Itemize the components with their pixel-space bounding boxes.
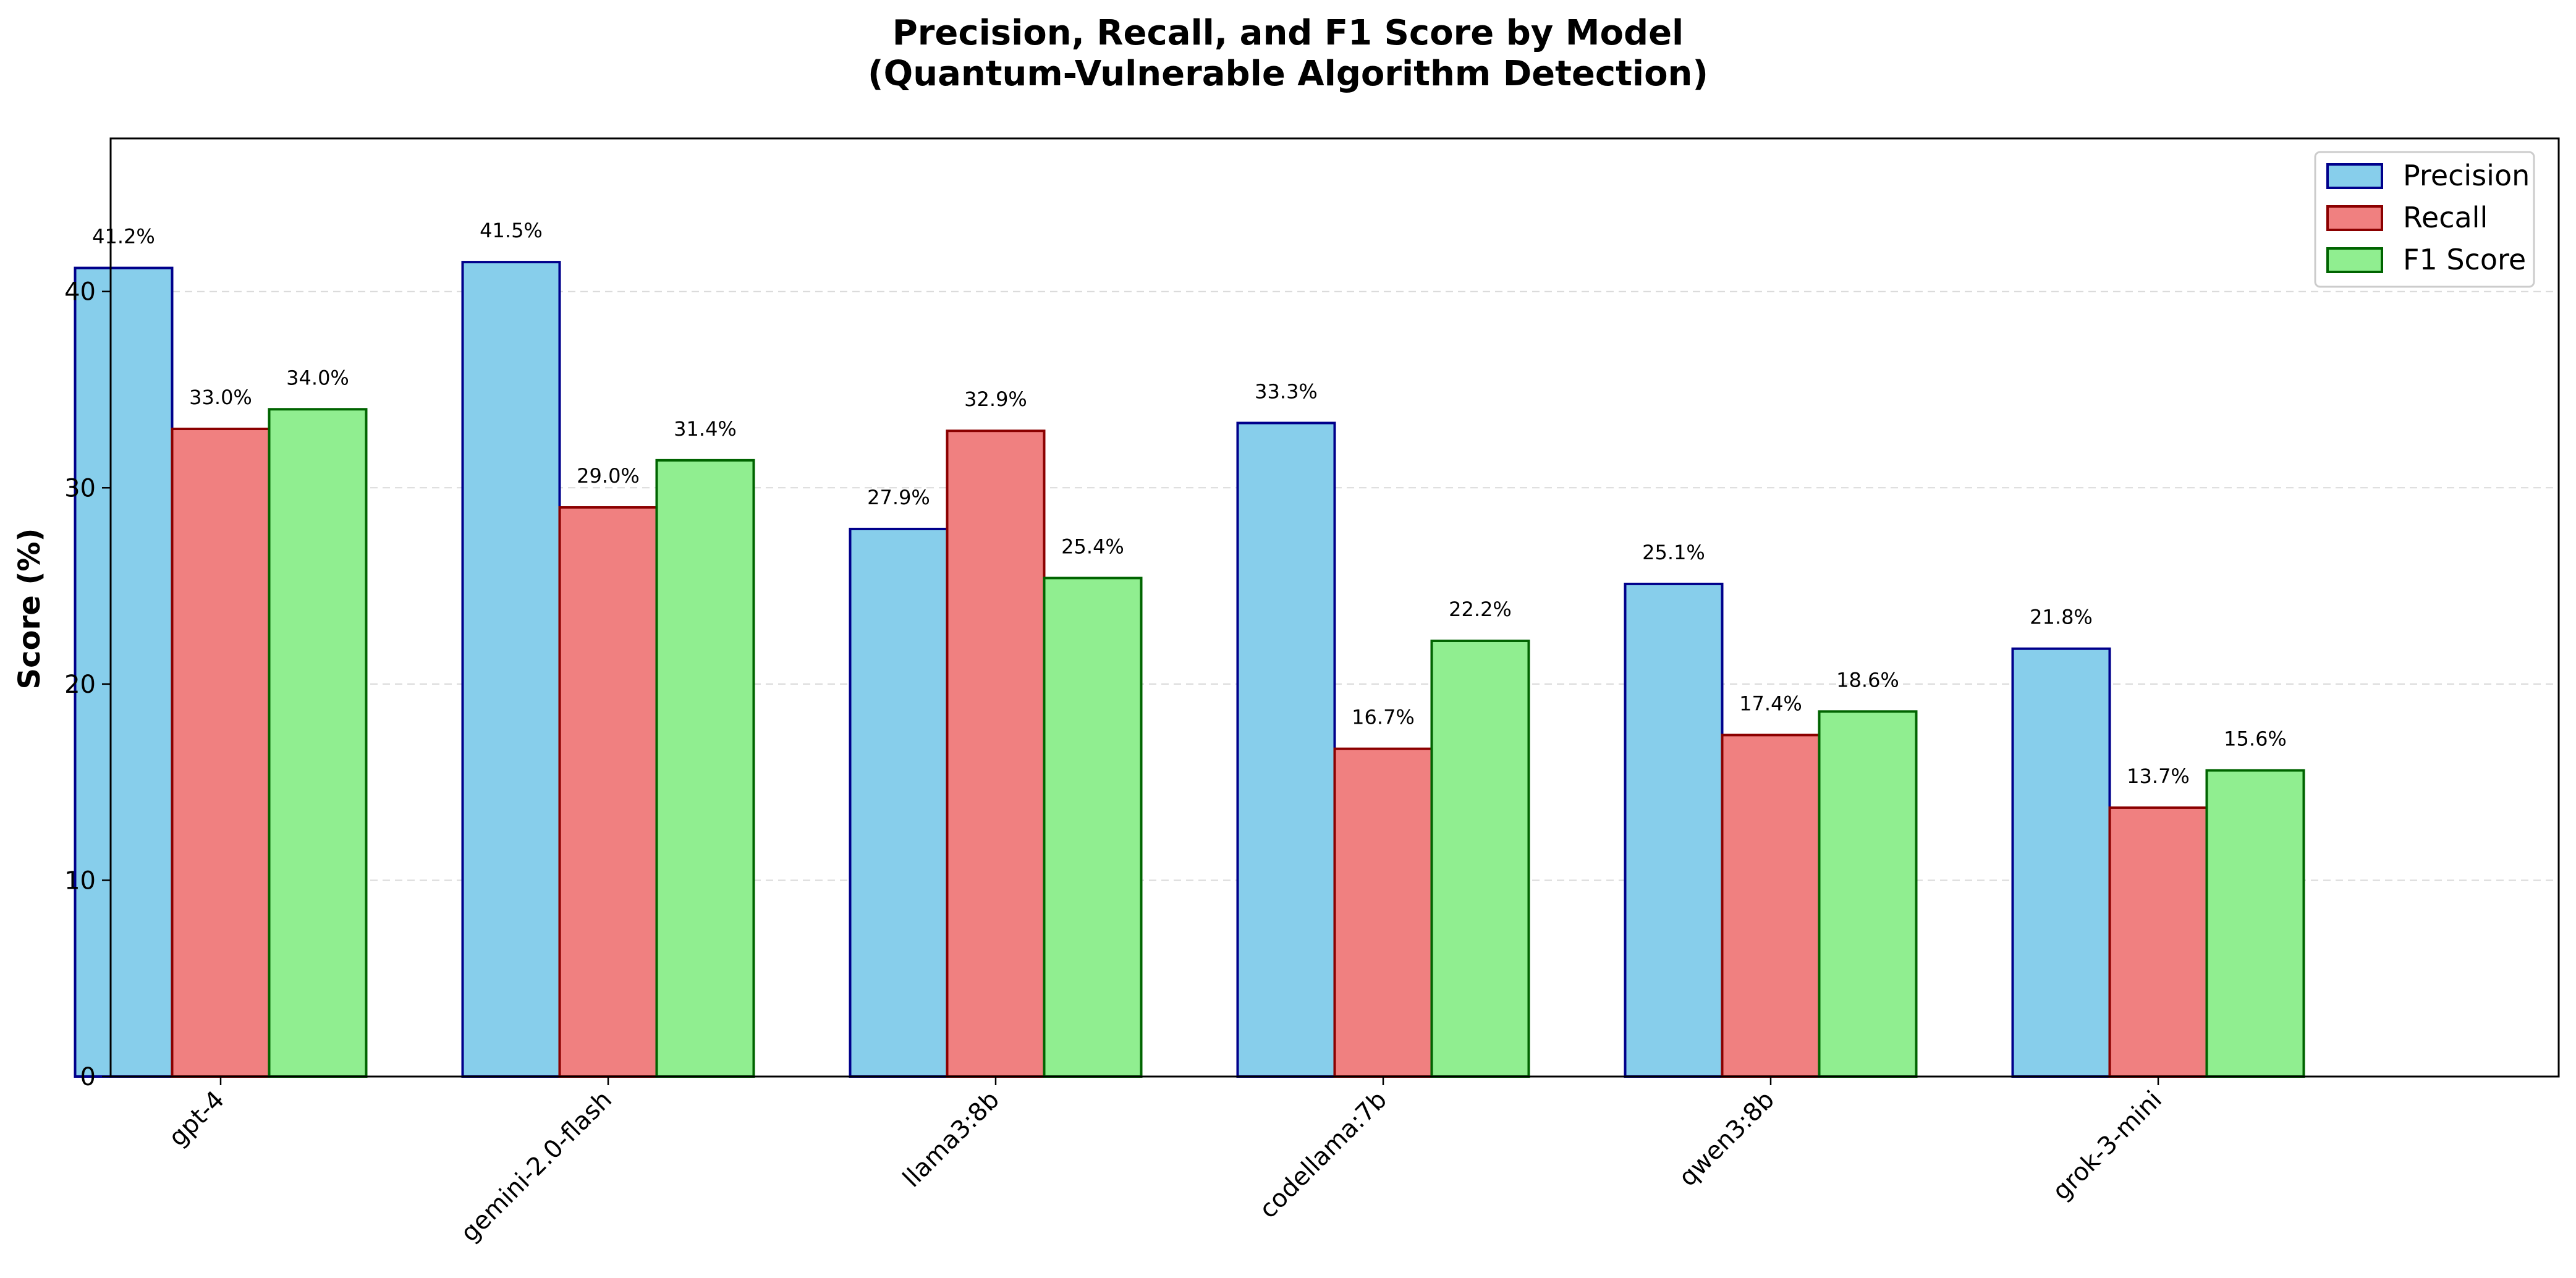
bar-recall-codellama-7b [1333, 747, 1433, 1078]
bar-f1-score-gemini-2-0-flash [655, 459, 755, 1078]
data-label-recall-codellama-7b: 16.7% [1352, 706, 1415, 729]
chart-title: Precision, Recall, and F1 Score by Model [892, 13, 1684, 53]
data-label-precision-codellama-7b: 33.3% [1255, 379, 1318, 403]
bar-precision-gemini-2-0-flash [461, 261, 561, 1078]
data-label-precision-gemini-2-0-flash: 41.5% [480, 219, 543, 242]
legend-swatch-precision [2326, 163, 2383, 189]
y-tick-label: 0 [80, 1063, 96, 1091]
bar-f1-score-codellama-7b [1430, 639, 1530, 1078]
data-label-precision-qwen3-8b: 25.1% [1642, 541, 1705, 564]
bar-recall-qwen3-8b [1721, 734, 1821, 1078]
data-label-f1-score-grok-3-mini: 15.6% [2224, 727, 2287, 751]
bar-precision-codellama-7b [1236, 421, 1336, 1078]
chart-subtitle: (Quantum-Vulnerable Algorithm Detection) [868, 54, 1708, 94]
legend-label-f1-score: F1 Score [2403, 243, 2526, 276]
legend: Precision Recall F1 Score [2314, 151, 2535, 288]
bar-precision-grok-3-mini [2011, 647, 2111, 1078]
bars [74, 261, 2305, 1078]
data-label-precision-llama3-8b: 27.9% [867, 486, 930, 509]
data-label-f1-score-gemini-2-0-flash: 31.4% [674, 417, 737, 441]
bar-precision-qwen3-8b [1624, 582, 1724, 1078]
data-label-precision-gpt-4: 41.2% [92, 225, 155, 248]
bar-recall-gpt-4 [171, 428, 271, 1078]
data-label-recall-llama3-8b: 32.9% [964, 387, 1027, 411]
bar-recall-gemini-2-0-flash [558, 506, 658, 1078]
y-axis-label: Score (%) [12, 528, 47, 690]
data-label-recall-grok-3-mini: 13.7% [2127, 764, 2190, 788]
y-tick-label: 10 [64, 866, 96, 895]
bar-f1-score-grok-3-mini [2205, 769, 2305, 1078]
data-label-f1-score-gpt-4: 34.0% [286, 366, 349, 389]
plot-frame [109, 137, 2560, 1078]
bar-precision-llama3-8b [849, 527, 949, 1078]
bar-f1-score-gpt-4 [268, 408, 368, 1078]
data-label-recall-gpt-4: 33.0% [189, 386, 252, 409]
y-tick-label: 20 [64, 671, 96, 699]
legend-swatch-recall [2326, 205, 2383, 231]
legend-label-precision: Precision [2403, 159, 2530, 192]
data-label-recall-gemini-2-0-flash: 29.0% [577, 464, 640, 488]
data-label-f1-score-codellama-7b: 22.2% [1449, 598, 1512, 621]
bar-f1-score-llama3-8b [1043, 577, 1143, 1078]
bar-recall-grok-3-mini [2108, 806, 2208, 1078]
data-label-precision-grok-3-mini: 21.8% [2030, 606, 2093, 629]
legend-swatch-f1-score [2326, 247, 2383, 273]
data-labels: 41.2% 33.0% 34.0% 41.5% 29.0% 31.4% 27.9% 32.9%… [92, 219, 2287, 788]
data-label-f1-score-llama3-8b: 25.4% [1061, 535, 1124, 558]
bar-f1-score-qwen3-8b [1818, 710, 1918, 1078]
y-tick-label: 30 [64, 474, 96, 502]
data-label-recall-qwen3-8b: 17.4% [1739, 692, 1802, 715]
data-label-f1-score-qwen3-8b: 18.6% [1836, 668, 1899, 692]
legend-label-recall: Recall [2403, 201, 2488, 234]
y-tick-label: 40 [64, 278, 96, 307]
bar-recall-llama3-8b [946, 430, 1046, 1078]
